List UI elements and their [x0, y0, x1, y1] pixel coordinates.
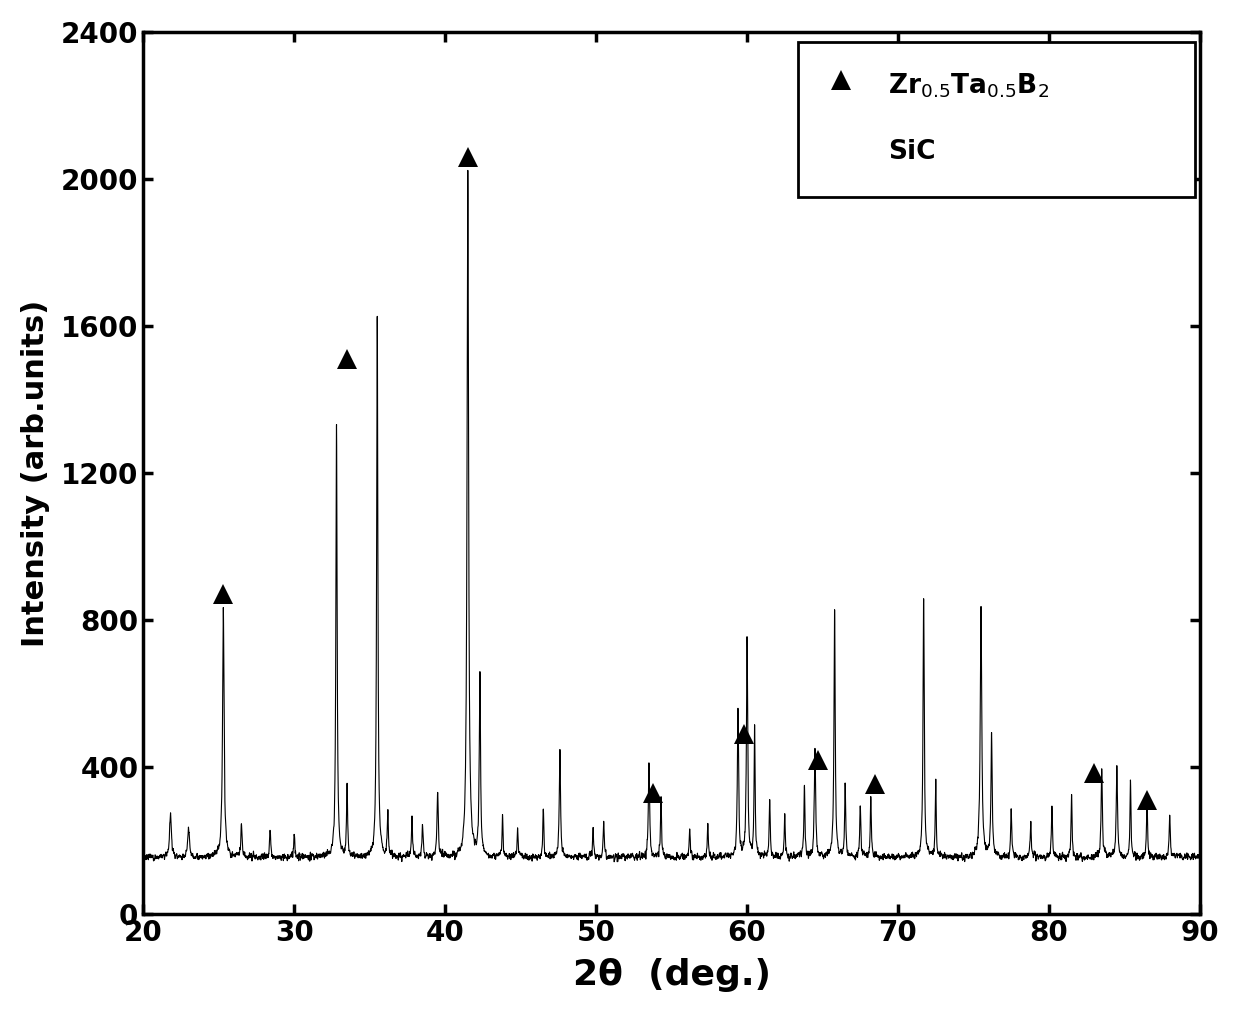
Text: SiC: SiC — [888, 140, 936, 165]
Y-axis label: Intensity (arb.units): Intensity (arb.units) — [21, 300, 50, 646]
Text: Zr$_{0.5}$Ta$_{0.5}$B$_2$: Zr$_{0.5}$Ta$_{0.5}$B$_2$ — [888, 72, 1049, 100]
X-axis label: 2θ  (deg.): 2θ (deg.) — [573, 958, 770, 992]
FancyBboxPatch shape — [799, 43, 1194, 197]
